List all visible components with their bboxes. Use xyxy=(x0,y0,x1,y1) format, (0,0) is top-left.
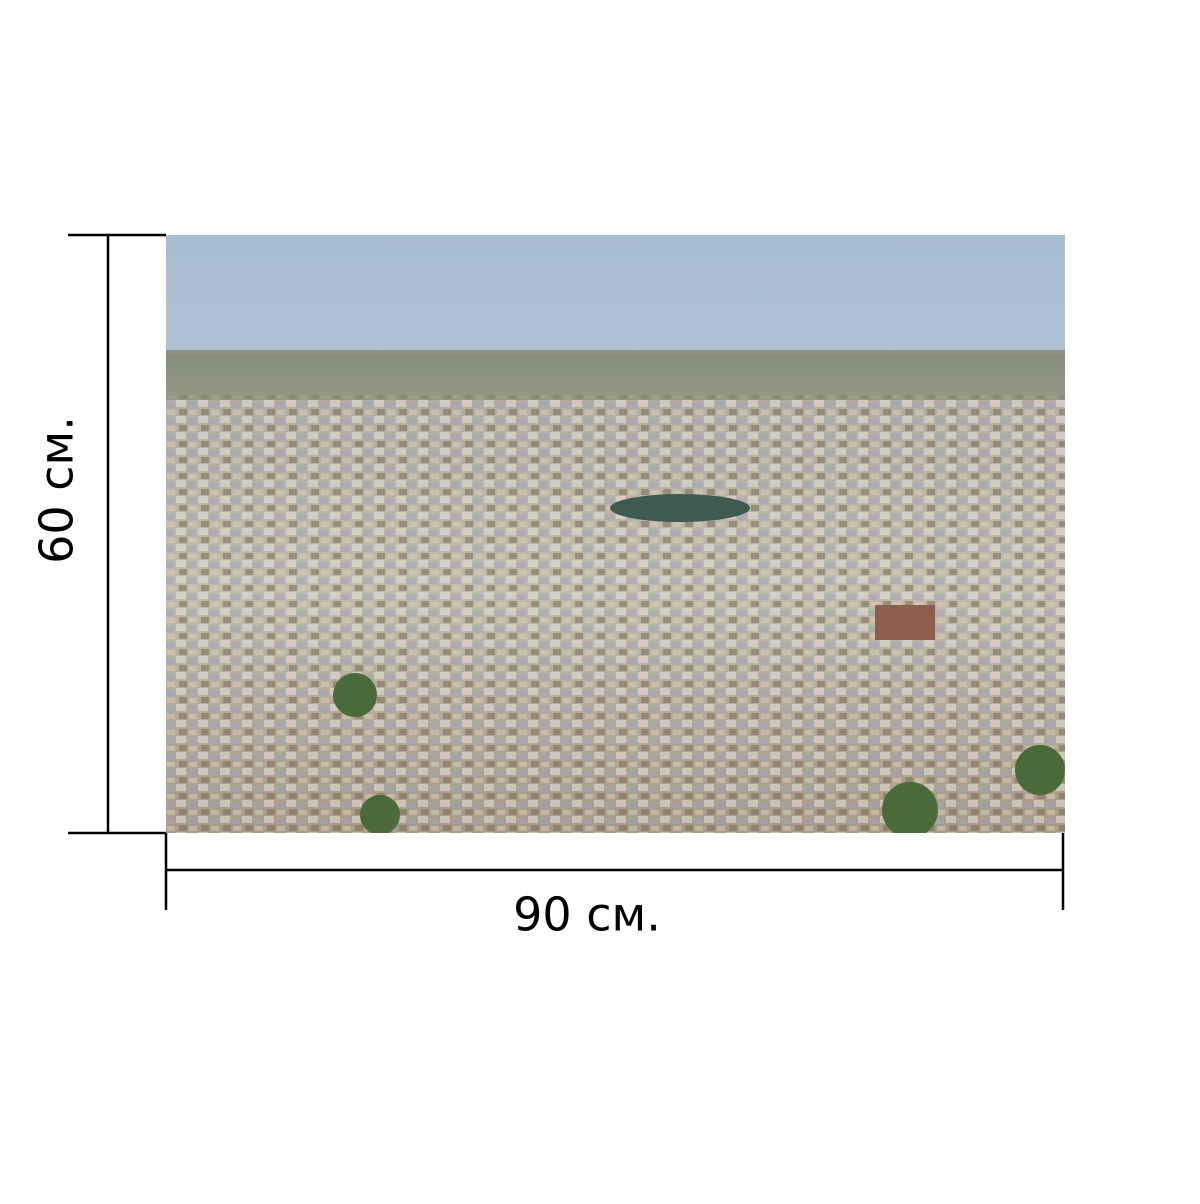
height-label: 60 см. xyxy=(30,416,84,564)
dimension-lines xyxy=(68,233,1065,910)
photo xyxy=(166,235,1065,833)
width-label: 90 см. xyxy=(513,888,661,942)
